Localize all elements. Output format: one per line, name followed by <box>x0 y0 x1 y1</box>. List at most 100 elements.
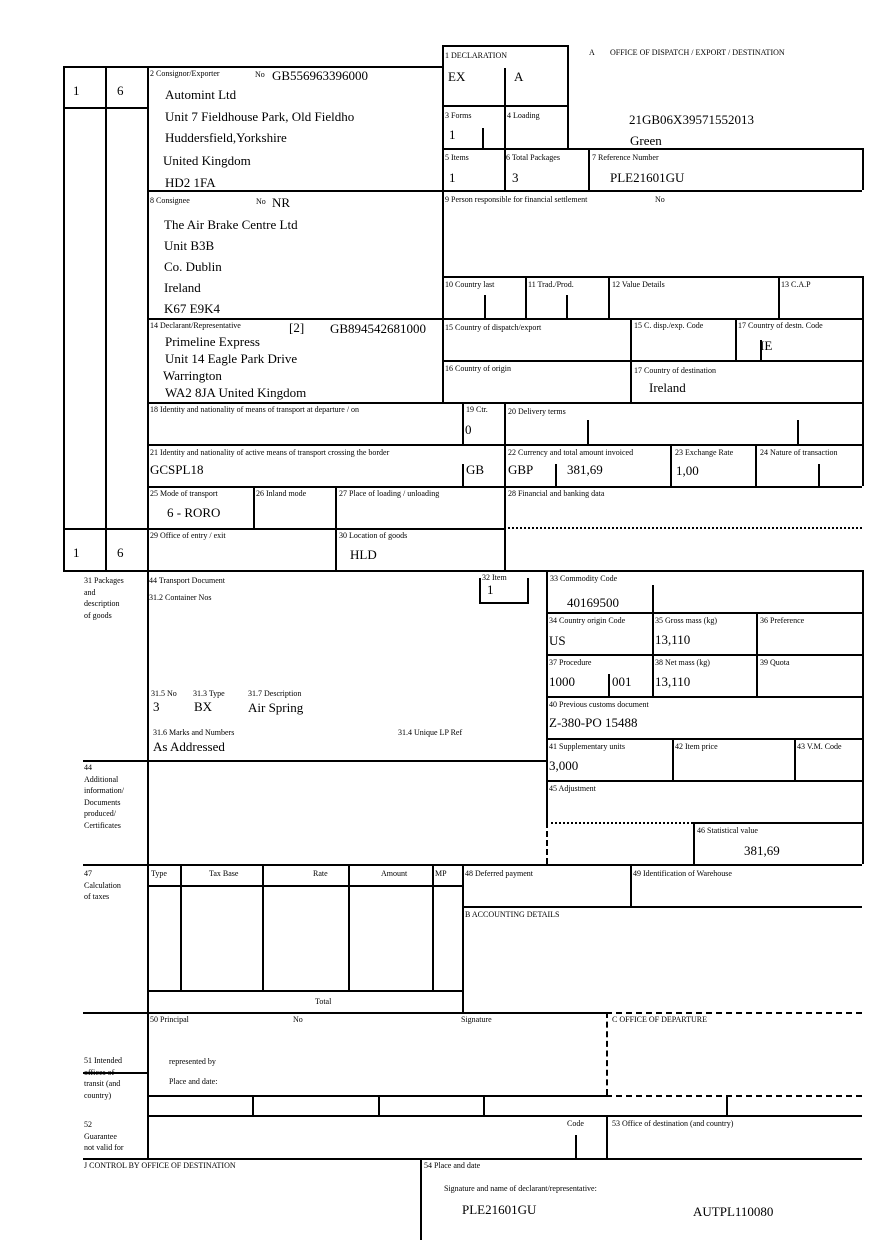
form-rule <box>83 760 546 762</box>
border-transport-value[interactable]: GCSPL18 <box>150 462 204 477</box>
destination-country[interactable]: Ireland <box>649 380 686 395</box>
declarant-code[interactable]: [2] <box>289 320 305 335</box>
origin-code[interactable]: US <box>549 633 566 648</box>
procedure-additional[interactable]: 001 <box>612 674 632 689</box>
total-packages-value[interactable]: 3 <box>512 170 519 185</box>
signature-reference[interactable]: PLE21601GU <box>462 1202 537 1217</box>
form-rule <box>147 190 442 192</box>
route[interactable]: Green <box>630 133 662 148</box>
place-loading-label: 27 Place of loading / unloading <box>339 489 440 498</box>
form-rule <box>442 45 444 402</box>
total-packages-label: 6 Total Packages <box>506 153 560 162</box>
declaration-subtype[interactable]: A <box>514 69 524 84</box>
value-details-label: 12 Value Details <box>612 280 665 289</box>
form-rule <box>83 1012 606 1014</box>
description[interactable]: Air Spring <box>248 700 304 715</box>
container-nos-label: 31.2 Container Nos <box>149 593 212 602</box>
declarant-eori[interactable]: GB894542681000 <box>330 321 427 336</box>
declarant-label: 14 Declarant/Representative <box>150 321 241 330</box>
consignor-line[interactable]: Huddersfield,Yorkshire <box>165 130 287 145</box>
consignor-line[interactable]: United Kingdom <box>163 153 251 168</box>
gross-mass[interactable]: 13,110 <box>655 632 691 647</box>
consignee-line[interactable]: Co. Dublin <box>164 259 222 274</box>
goods-location[interactable]: HLD <box>350 547 377 562</box>
currency[interactable]: GBP <box>508 462 534 477</box>
form-rule <box>670 444 672 486</box>
form-rule <box>862 318 864 486</box>
tax-col-mp: MP <box>435 869 447 878</box>
forms-label: 3 Forms <box>445 111 472 120</box>
declarant-line[interactable]: Primeline Express <box>165 334 260 349</box>
marks-label: 31.6 Marks and Numbers <box>153 728 235 737</box>
form-rule <box>63 570 862 572</box>
form-rule <box>462 864 464 1012</box>
border-transport-label: 21 Identity and nationality of active me… <box>150 448 390 457</box>
consignee-no[interactable]: NR <box>272 195 291 210</box>
form-rule <box>262 864 264 990</box>
form-rule <box>652 585 654 612</box>
form-rule <box>630 318 632 402</box>
form-rule <box>818 464 820 486</box>
package-no[interactable]: 3 <box>153 699 160 714</box>
form-rule <box>862 148 864 190</box>
consignor-line[interactable]: Unit 7 Fieldhouse Park, Old Fieldho <box>165 109 355 124</box>
statistical-value-label: 46 Statistical value <box>697 826 758 835</box>
previous-document[interactable]: Z-380-PO 15488 <box>549 715 638 730</box>
declaration-type[interactable]: EX <box>448 69 466 84</box>
tax-col-amount: Amount <box>381 869 408 878</box>
reference-number-value[interactable]: PLE21601GU <box>610 170 685 185</box>
supplementary-units[interactable]: 3,000 <box>549 758 579 773</box>
statistical-value[interactable]: 381,69 <box>744 843 780 858</box>
destination-code[interactable]: IE <box>760 338 773 353</box>
form-rule <box>546 654 862 656</box>
consignee-line[interactable]: Unit B3B <box>164 238 215 253</box>
items-value[interactable]: 1 <box>449 170 456 185</box>
container-value[interactable]: 0 <box>465 422 472 437</box>
forms-value[interactable]: 1 <box>449 127 456 142</box>
consignor-line[interactable]: Automint Ltd <box>165 87 237 102</box>
item-value[interactable]: 1 <box>487 582 494 597</box>
border-transport-nationality[interactable]: GB <box>466 462 485 477</box>
declarant-line[interactable]: Unit 14 Eagle Park Drive <box>165 351 298 366</box>
form-rule <box>546 612 862 614</box>
form-rule <box>755 444 757 486</box>
form-rule <box>420 1158 422 1240</box>
form-rule <box>432 864 434 990</box>
consignee-line[interactable]: The Air Brake Centre Ltd <box>164 217 298 232</box>
guarantee-code-label: Code <box>567 1119 584 1128</box>
marks-value[interactable]: As Addressed <box>153 739 225 754</box>
commodity-code[interactable]: 40169500 <box>567 595 619 610</box>
container-label: 19 Ctr. <box>466 405 488 414</box>
form-rule <box>567 45 569 148</box>
nature-transaction-label: 24 Nature of transaction <box>760 448 838 457</box>
form-rule <box>483 1095 485 1115</box>
form-rule <box>735 318 737 360</box>
form-rule <box>588 148 590 190</box>
destination-country-label: 17 Country of destination <box>634 366 716 375</box>
form-rule <box>797 420 799 444</box>
consignor-line[interactable]: HD2 1FA <box>165 175 216 190</box>
mrn[interactable]: 21GB06X39571552013 <box>629 112 754 127</box>
items-label: 5 Items <box>445 153 469 162</box>
transport-mode[interactable]: 6 - RORO <box>167 505 221 520</box>
net-mass[interactable]: 13,110 <box>655 674 691 689</box>
item-label: 32 Item <box>482 573 507 582</box>
package-type[interactable]: BX <box>194 699 213 714</box>
dispatch-country-label: 15 Country of dispatch/export <box>445 323 542 332</box>
form-rule <box>482 128 484 148</box>
form-rule <box>693 822 695 864</box>
consignee-line[interactable]: K67 E9K4 <box>164 301 220 316</box>
goods-location-label: 30 Location of goods <box>339 531 408 540</box>
declarant-line[interactable]: WA2 8JA United Kingdom <box>165 385 307 400</box>
procedure[interactable]: 1000 <box>549 674 575 689</box>
signature-id[interactable]: AUTPL110080 <box>693 1204 774 1219</box>
invoice-amount[interactable]: 381,69 <box>567 462 603 477</box>
form-rule <box>606 1012 862 1014</box>
consignee-line[interactable]: Ireland <box>164 280 201 295</box>
declarant-line[interactable]: Warrington <box>163 368 222 383</box>
declaration-label: 1 DECLARATION <box>445 51 507 60</box>
form-rule <box>484 295 486 318</box>
consignor-eori[interactable]: GB556963396000 <box>272 68 369 83</box>
exchange-rate[interactable]: 1,00 <box>676 463 699 478</box>
form-rule <box>147 1115 862 1117</box>
